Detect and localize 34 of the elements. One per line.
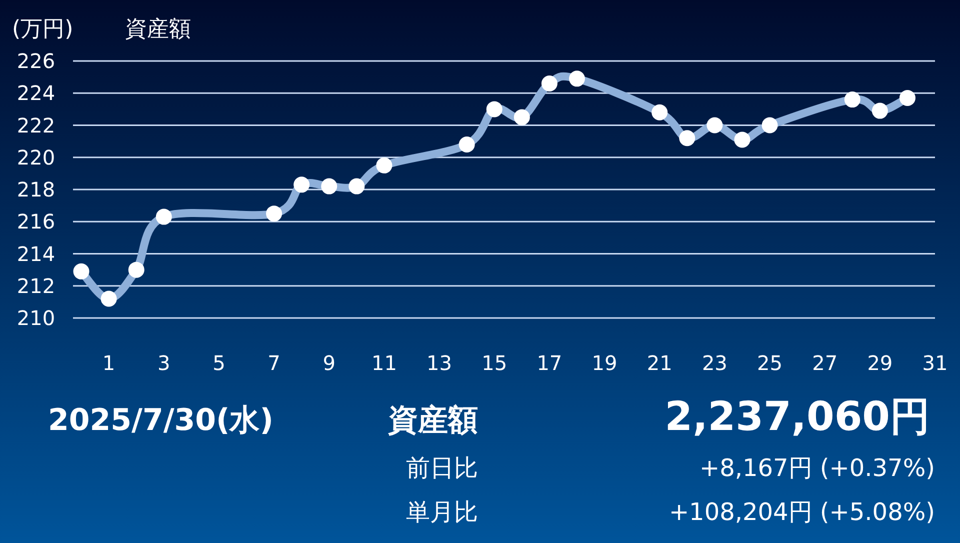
title: 資産額 bbox=[125, 17, 191, 42]
xtick: 27 bbox=[812, 351, 838, 375]
annotation: 単月比 bbox=[406, 498, 478, 526]
xtick: 19 bbox=[592, 351, 618, 375]
annotation: 2025/7/30(水) bbox=[48, 403, 274, 438]
xtick: 17 bbox=[536, 351, 562, 375]
ytick: 212 bbox=[16, 274, 56, 298]
xtick: 25 bbox=[757, 351, 782, 375]
ylabel: (万円) bbox=[12, 17, 74, 42]
ytick: 226 bbox=[16, 49, 56, 73]
ytick: 218 bbox=[16, 178, 56, 202]
xtick: 13 bbox=[426, 351, 452, 375]
annotation: +108,204円 (+5.08%) bbox=[668, 498, 935, 526]
ytick: 222 bbox=[16, 113, 56, 138]
annotation: +8,167円 (+0.37%) bbox=[699, 454, 935, 482]
ytick: 210 bbox=[16, 306, 56, 330]
ytick: 224 bbox=[16, 81, 56, 106]
xtick: 1 bbox=[102, 351, 116, 375]
xtick: 5 bbox=[212, 351, 226, 375]
xtick: 31 bbox=[922, 351, 948, 375]
xtick: 15 bbox=[482, 351, 508, 375]
xtick: 9 bbox=[322, 351, 336, 375]
xtick: 21 bbox=[646, 351, 672, 375]
annotation: 2,237,060円 bbox=[664, 394, 930, 440]
ytick: 214 bbox=[16, 242, 56, 266]
xtick: 23 bbox=[702, 351, 728, 375]
xtick: 7 bbox=[268, 351, 280, 375]
xtick: 3 bbox=[158, 351, 170, 375]
xtick: 29 bbox=[867, 351, 893, 375]
ytick: 216 bbox=[16, 210, 56, 234]
annotation: 資産額 bbox=[388, 403, 478, 438]
ytick: 220 bbox=[16, 145, 56, 170]
annotation: 前日比 bbox=[406, 454, 478, 482]
xtick: 11 bbox=[371, 351, 397, 375]
